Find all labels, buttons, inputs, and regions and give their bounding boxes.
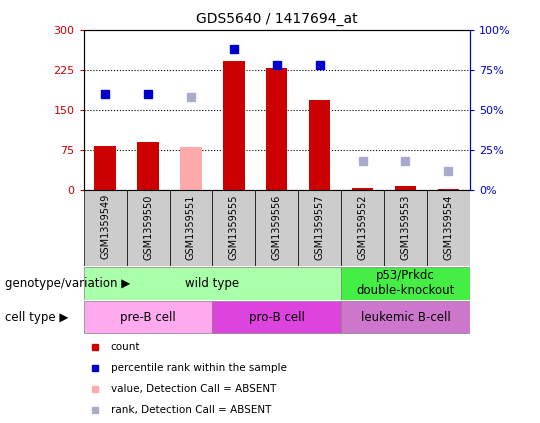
Text: p53/Prkdc
double-knockout: p53/Prkdc double-knockout: [356, 269, 455, 297]
Bar: [384, 190, 427, 266]
Text: percentile rank within the sample: percentile rank within the sample: [111, 363, 287, 373]
Bar: [137, 142, 159, 190]
Text: GSM1359549: GSM1359549: [100, 194, 110, 259]
Bar: [126, 190, 170, 266]
Text: pro-B cell: pro-B cell: [249, 311, 305, 324]
Title: GDS5640 / 1417694_at: GDS5640 / 1417694_at: [196, 12, 357, 26]
Text: GSM1359555: GSM1359555: [229, 194, 239, 260]
Text: count: count: [111, 342, 140, 352]
Bar: [266, 68, 287, 190]
Text: GSM1359550: GSM1359550: [143, 194, 153, 260]
Bar: [427, 190, 470, 266]
Bar: [212, 301, 341, 333]
Text: leukemic B-cell: leukemic B-cell: [361, 311, 450, 324]
Bar: [84, 301, 212, 333]
Text: cell type ▶: cell type ▶: [5, 311, 69, 324]
Bar: [341, 267, 470, 299]
Bar: [298, 190, 341, 266]
Text: GSM1359556: GSM1359556: [272, 194, 282, 260]
Text: wild type: wild type: [185, 277, 239, 290]
Bar: [84, 267, 341, 299]
Bar: [170, 190, 212, 266]
Bar: [341, 190, 384, 266]
Text: GSM1359557: GSM1359557: [315, 194, 325, 260]
Text: value, Detection Call = ABSENT: value, Detection Call = ABSENT: [111, 384, 276, 394]
Text: rank, Detection Call = ABSENT: rank, Detection Call = ABSENT: [111, 405, 271, 415]
Text: GSM1359553: GSM1359553: [401, 194, 410, 260]
Text: GSM1359554: GSM1359554: [443, 194, 454, 260]
Text: GSM1359551: GSM1359551: [186, 194, 196, 260]
Bar: [84, 190, 126, 266]
Bar: [180, 148, 201, 190]
Bar: [395, 186, 416, 190]
Text: GSM1359552: GSM1359552: [357, 194, 368, 260]
Bar: [437, 189, 459, 190]
Bar: [223, 60, 245, 190]
Text: pre-B cell: pre-B cell: [120, 311, 176, 324]
Text: genotype/variation ▶: genotype/variation ▶: [5, 277, 131, 290]
Bar: [352, 188, 373, 190]
Bar: [212, 190, 255, 266]
Bar: [309, 100, 330, 190]
Bar: [94, 146, 116, 190]
Bar: [255, 190, 298, 266]
Bar: [341, 301, 470, 333]
